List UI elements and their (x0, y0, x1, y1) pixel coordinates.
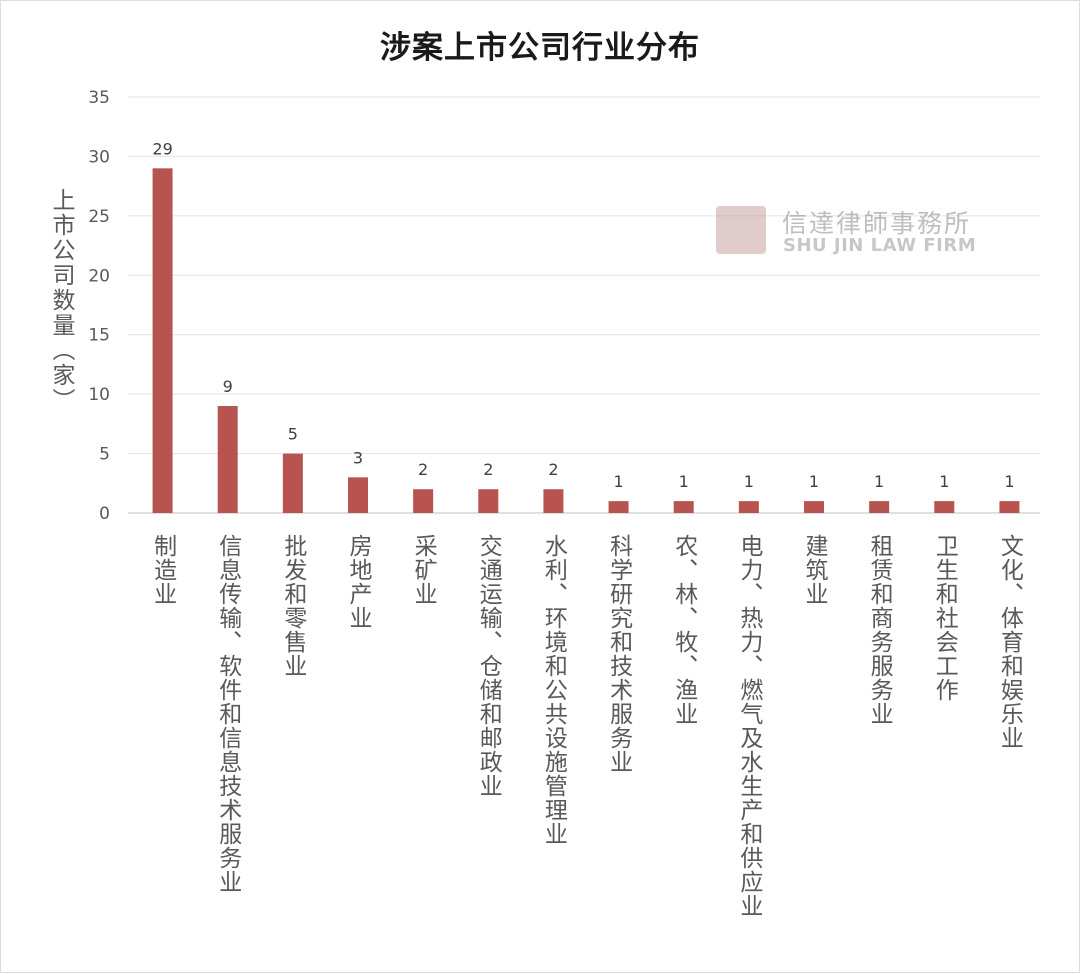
y-tick-label: 0 (99, 504, 110, 524)
bar (217, 406, 238, 513)
category-label: 房地产业 (345, 534, 373, 630)
data-label: 2 (418, 460, 428, 479)
bar (478, 489, 499, 513)
watermark-name-en: SHU JIN LAW FIRM (783, 235, 977, 256)
data-label: 3 (353, 448, 363, 467)
category-label: 租赁和商务服务业 (866, 534, 894, 726)
bar (543, 489, 564, 513)
bar (999, 501, 1020, 513)
data-label: 9 (223, 377, 233, 396)
category-label: 交通运输、仓储和邮政业 (475, 534, 503, 798)
data-label: 2 (548, 460, 558, 479)
data-label: 2 (483, 460, 493, 479)
category-label: 文化、体育和娱乐业 (996, 534, 1024, 750)
data-label: 1 (809, 472, 819, 491)
bar (869, 501, 890, 513)
data-label: 1 (1004, 472, 1014, 491)
data-label: 5 (288, 425, 298, 444)
chart-title: 涉案上市公司行业分布 (380, 30, 700, 66)
bar (348, 477, 368, 513)
y-axis-label: 上市公司数量（家） (48, 188, 74, 413)
y-tick-label: 15 (88, 326, 110, 346)
bar (282, 453, 303, 513)
y-tick-label: 35 (88, 88, 110, 108)
bar (673, 501, 694, 513)
category-label: 水利、环境和公共设施管理业 (540, 534, 568, 846)
bar (608, 501, 629, 513)
category-label: 制造业 (150, 534, 178, 606)
y-tick-label: 30 (88, 147, 110, 167)
law-firm-watermark: 信達律師事務所 SHU JIN LAW FIRM (716, 206, 986, 258)
bar (152, 168, 173, 514)
data-label: 1 (613, 472, 623, 491)
y-tick-label: 20 (88, 266, 110, 286)
bar (738, 501, 759, 513)
category-label: 采矿业 (410, 534, 438, 606)
seal-logo-icon (716, 206, 766, 254)
data-label: 1 (874, 472, 884, 491)
category-label: 信息传输、软件和信息技术服务业 (215, 534, 243, 894)
bar (934, 501, 955, 513)
y-tick-label: 5 (99, 445, 110, 465)
category-label: 科学研究和技术服务业 (606, 534, 634, 774)
bar (413, 489, 434, 513)
data-label: 29 (152, 139, 172, 158)
watermark-name-cn: 信達律師事務所 (782, 209, 972, 238)
data-label: 1 (679, 472, 689, 491)
category-label: 建筑业 (801, 534, 829, 606)
data-label: 1 (744, 472, 754, 491)
category-label: 农、林、牧、渔业 (671, 534, 699, 726)
category-labels: 制造业 信息传输、软件和信息技术服务业 批发和零售业 房地产业 采矿业 交通运输、仓储和邮… (150, 534, 1024, 918)
bars (152, 168, 1020, 514)
category-label: 电力、热力、燃气及水生产和供应业 (736, 534, 764, 918)
category-label: 卫生和社会工作 (931, 534, 959, 702)
y-axis-ticks: 0 5 10 15 20 25 30 35 (88, 88, 110, 524)
data-labels: 29 9 5 3 2 2 2 1 1 1 1 1 1 1 (152, 139, 1014, 491)
category-label: 批发和零售业 (280, 534, 308, 678)
y-tick-label: 10 (88, 385, 110, 405)
bar (804, 501, 824, 513)
y-tick-label: 25 (88, 207, 110, 227)
data-label: 1 (939, 472, 949, 491)
gridlines (128, 96, 1040, 514)
